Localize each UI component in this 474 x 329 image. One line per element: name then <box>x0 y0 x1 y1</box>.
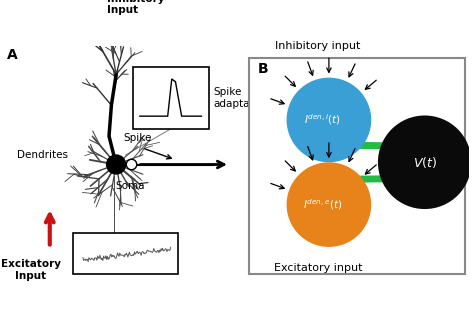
Text: Excitatory
Input: Excitatory Input <box>1 259 61 281</box>
Text: A: A <box>7 48 18 63</box>
Circle shape <box>107 155 126 174</box>
Circle shape <box>378 115 472 209</box>
Text: B: B <box>258 62 268 76</box>
Text: $I^{den,i}(t)$: $I^{den,i}(t)$ <box>304 113 341 127</box>
Text: Spike
adaptation: Spike adaptation <box>213 87 270 109</box>
Circle shape <box>287 162 371 247</box>
Text: $V(t)$: $V(t)$ <box>413 155 437 170</box>
Text: Dendrites: Dendrites <box>17 150 68 160</box>
Text: Excitatory input: Excitatory input <box>273 263 362 272</box>
Text: Inhibitory input: Inhibitory input <box>275 41 360 51</box>
Text: Spike: Spike <box>123 133 152 143</box>
Text: Soma: Soma <box>116 181 145 191</box>
Text: $I^{den,e}(t)$: $I^{den,e}(t)$ <box>302 197 342 212</box>
FancyBboxPatch shape <box>133 67 209 129</box>
Circle shape <box>287 78 371 162</box>
Text: Inhibitory
Input: Inhibitory Input <box>107 0 164 15</box>
Circle shape <box>126 159 137 170</box>
FancyBboxPatch shape <box>73 233 178 273</box>
FancyBboxPatch shape <box>249 58 465 274</box>
